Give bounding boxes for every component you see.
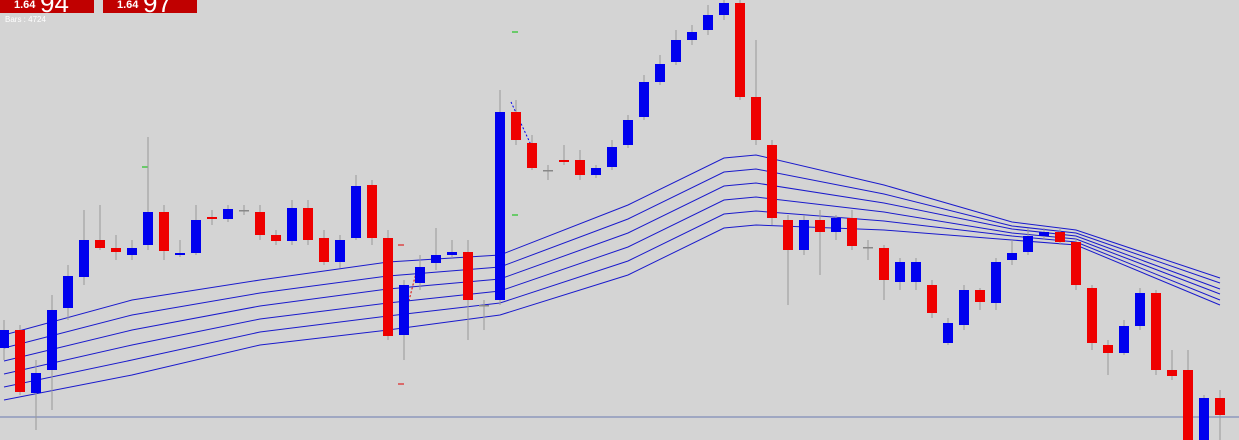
candle-body [79,240,89,277]
price-digits: 97 [143,0,172,13]
candle-body [271,235,281,241]
candle-body [383,238,393,336]
candle-body [975,290,985,302]
candle-body [351,186,361,238]
candle-body [1039,232,1049,236]
candle-body [703,15,713,30]
ask-box: 1.64 97 [103,0,197,13]
candle-body [95,240,105,248]
candle-body [751,97,761,140]
price-prefix: 1.64 [14,0,36,11]
candle-body [287,208,297,241]
candle-body [687,32,697,40]
candle-body [1071,242,1081,285]
candle-body [1055,232,1065,242]
candle-body [959,290,969,325]
candle-body [991,262,1001,303]
moving-average [3,182,1221,362]
candle-body [207,217,217,219]
candle-body [1199,398,1209,440]
candle-body [239,210,249,212]
candle-body [511,112,521,140]
moving-average [3,196,1221,375]
candle-body [783,220,793,250]
candle-body [367,185,377,238]
candle-body [495,112,505,300]
candle-body [943,323,953,343]
candle-body [1007,253,1017,260]
candle-body [1119,326,1129,353]
candle-body [735,3,745,97]
candle-body [255,212,265,235]
candle-body [111,248,121,252]
candle-body [559,160,569,162]
candle-body [47,310,57,370]
price-prefix: 1.64 [117,0,139,11]
candle-body [143,212,153,245]
candle-body [799,220,809,250]
candle-body [911,262,921,282]
candle-body [847,218,857,246]
candle-body [415,267,425,283]
candle-body [447,252,457,255]
candle-body [319,238,329,262]
candle-body [1215,398,1225,415]
candle-body [607,147,617,167]
candle-body [303,208,313,240]
candle-body [31,373,41,393]
candle-body [1151,293,1161,370]
candle-body [895,262,905,282]
moving-average [3,210,1221,388]
candle-body [0,330,9,348]
candle-body [655,64,665,82]
bars-count: Bars : 4724 [5,15,46,24]
candle-body [1087,288,1097,343]
candle-body [175,253,185,255]
candle-body [639,82,649,117]
candle-body [1103,345,1113,353]
bid-box: 1.64 94 [0,0,94,13]
candle-body [223,209,233,219]
moving-average [3,224,1221,401]
candle-body [1023,236,1033,252]
candle-body [575,160,585,175]
candle-body [479,305,489,307]
candle-body [527,143,537,168]
candle-body [623,120,633,145]
candle-body [927,285,937,313]
candle-body [1183,370,1193,440]
candle-body [543,170,553,172]
candle-body [191,220,201,253]
candle-body [463,252,473,300]
candle-body [591,168,601,175]
candle-body [399,285,409,335]
moving-average [3,154,1221,336]
price-digits: 94 [40,0,69,13]
candle-body [671,40,681,62]
candle-body [1135,293,1145,326]
candle-body [815,220,825,232]
candle-body [863,247,873,249]
candle-body [1167,370,1177,376]
candle-body [335,240,345,262]
candle-body [431,255,441,263]
candle-body [159,212,169,251]
candle-body [719,3,729,15]
candle-body [767,145,777,218]
candle-body [15,330,25,392]
candle-body [831,218,841,232]
candle-body [127,248,137,255]
candle-body [879,248,889,280]
candle-body [63,276,73,308]
moving-average [3,168,1221,349]
